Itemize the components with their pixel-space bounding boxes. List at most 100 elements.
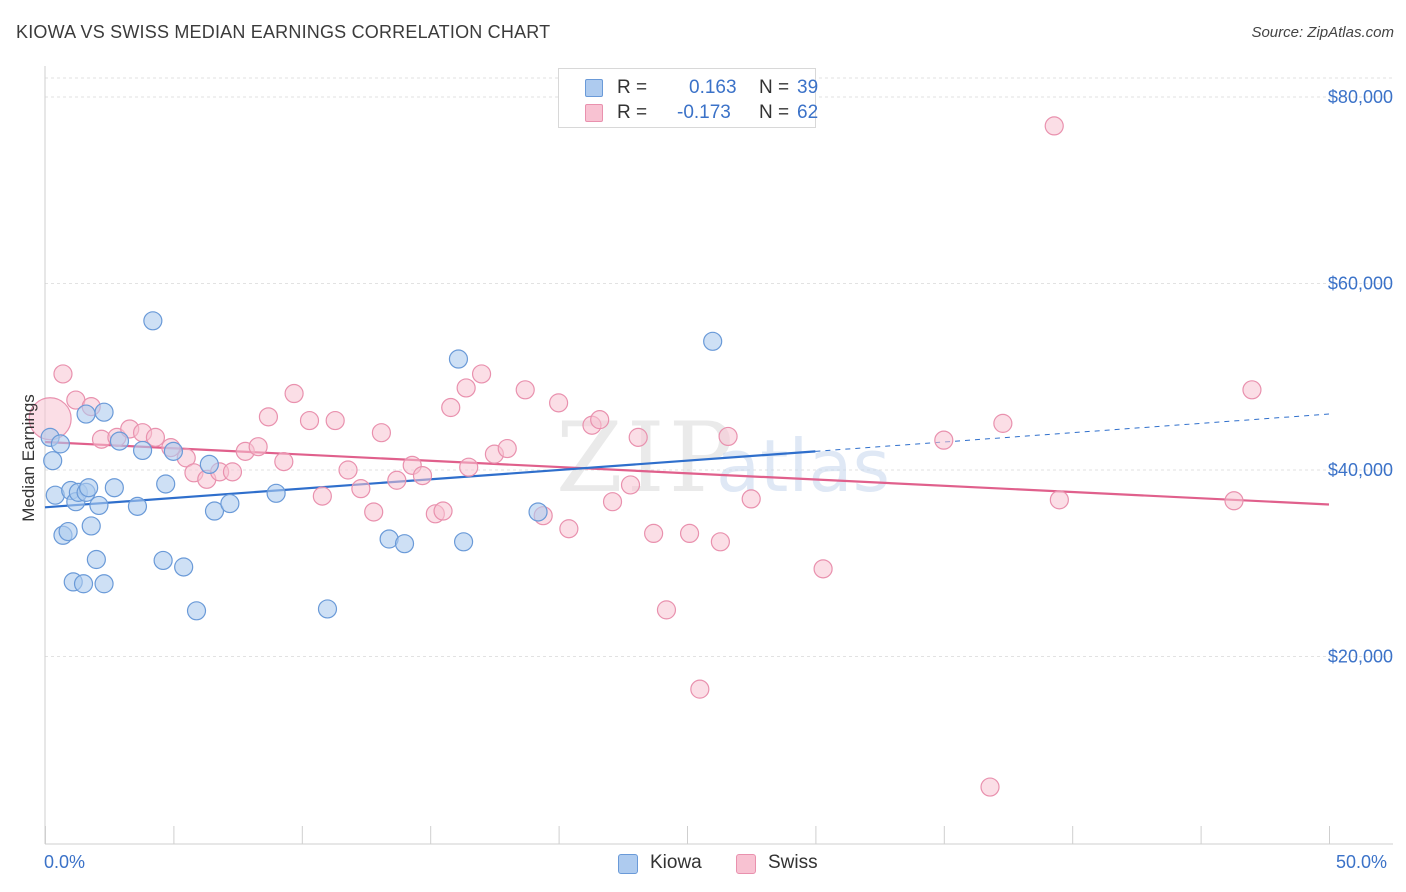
legend-item-kiowa: Kiowa	[618, 852, 718, 876]
swiss-point	[644, 523, 664, 544]
kiowa-point	[43, 451, 63, 471]
kiowa-point	[79, 478, 99, 498]
swiss-point	[497, 438, 517, 459]
y-axis-label: Median Earnings	[19, 394, 38, 522]
kiowa-swatch	[585, 79, 603, 97]
x-tick-label-max: 50.0%	[1336, 852, 1388, 872]
legend-item-swiss: Swiss	[736, 852, 836, 876]
swiss-point	[433, 501, 453, 521]
swiss-point	[980, 777, 1000, 797]
kiowa-point	[174, 557, 194, 577]
swiss-point	[718, 426, 738, 447]
kiowa-point	[94, 402, 114, 422]
swiss-point	[1242, 380, 1262, 400]
kiowa-point	[94, 574, 114, 594]
kiowa-point	[127, 496, 148, 516]
swiss-point	[656, 600, 677, 620]
kiowa-legend-swatch	[618, 854, 638, 874]
swiss-point	[53, 364, 73, 384]
kiowa-point	[199, 454, 219, 475]
swiss-point	[222, 462, 243, 482]
chart-title: KIOWA VS SWISS MEDIAN EARNINGS CORRELATI…	[16, 22, 551, 42]
kiowa-point	[86, 549, 106, 570]
swiss-legend-label: Swiss	[768, 852, 818, 873]
kiowa-n-label: N =	[759, 77, 790, 98]
kiowa-point	[448, 349, 469, 369]
swiss-point	[338, 460, 358, 480]
swiss-point	[299, 410, 320, 431]
swiss-point	[284, 383, 304, 404]
y-tick-labels: $20,000 $40,000 $60,000 $80,000	[1328, 87, 1393, 667]
kiowa-point	[266, 483, 286, 503]
y-tick-label: $80,000	[1328, 87, 1393, 107]
kiowa-point	[528, 502, 548, 522]
correlation-legend: R = 0.163 N = 39 R = -0.173 N = 62	[558, 68, 819, 128]
swiss-point	[1049, 490, 1069, 510]
swiss-point	[559, 519, 579, 539]
swiss-r-value: -0.173	[677, 102, 731, 123]
kiowa-r-value: 0.163	[689, 77, 737, 98]
kiowa-point	[109, 431, 130, 451]
swiss-point	[351, 479, 371, 499]
swiss-point	[258, 407, 279, 427]
swiss-point	[690, 679, 710, 699]
swiss-point	[741, 489, 761, 509]
kiowa-point	[132, 440, 153, 461]
kiowa-point	[156, 474, 176, 494]
swiss-point	[412, 465, 433, 486]
swiss-point	[312, 486, 332, 506]
swiss-point	[371, 423, 392, 443]
kiowa-point	[50, 434, 71, 454]
y-tick-label: $60,000	[1328, 274, 1393, 294]
kiowa-point	[81, 516, 101, 536]
swiss-n-value: 62	[797, 102, 819, 123]
kiowa-point	[163, 441, 183, 461]
kiowa-point	[317, 599, 338, 619]
swiss-point	[459, 457, 479, 477]
swiss-point	[441, 397, 461, 418]
kiowa-points	[40, 311, 723, 621]
y-tick-label: $20,000	[1328, 647, 1393, 667]
swiss-point	[364, 502, 384, 522]
swiss-point	[248, 437, 268, 457]
kiowa-point	[143, 311, 163, 331]
swiss-point	[515, 380, 535, 400]
swiss-point	[1224, 491, 1244, 511]
kiowa-point	[703, 331, 723, 351]
swiss-point	[471, 364, 492, 384]
swiss-point	[456, 378, 476, 398]
swiss-points	[28, 116, 1262, 797]
swiss-legend-swatch	[736, 854, 756, 874]
kiowa-point	[453, 532, 474, 552]
kiowa-point	[89, 495, 109, 516]
kiowa-point	[73, 574, 94, 594]
swiss-point	[710, 532, 730, 552]
kiowa-point	[220, 493, 240, 514]
kiowa-point	[204, 501, 225, 521]
swiss-point	[679, 523, 700, 544]
swiss-point	[620, 475, 641, 495]
swiss-point	[813, 559, 833, 579]
kiowa-point	[58, 521, 78, 542]
kiowa-trend-extension	[815, 413, 1330, 452]
swiss-point	[602, 492, 623, 512]
x-tick-label-min: 0.0%	[44, 852, 86, 872]
swiss-n-label: N =	[759, 102, 790, 123]
gridlines	[45, 77, 1393, 657]
swiss-point	[325, 410, 345, 431]
kiowa-n-value: 39	[797, 77, 819, 98]
swiss-point	[387, 470, 407, 490]
swiss-point	[590, 410, 610, 430]
kiowa-point	[76, 404, 96, 424]
kiowa-point	[153, 550, 173, 571]
swiss-point	[993, 413, 1013, 433]
swiss-point	[1044, 116, 1064, 136]
swiss-point	[274, 452, 294, 472]
swiss-point	[628, 427, 648, 447]
kiowa-point	[186, 601, 207, 621]
watermark-atlas: atlas	[716, 424, 890, 508]
kiowa-point	[394, 534, 415, 554]
swiss-point	[145, 427, 166, 447]
swiss-point	[934, 430, 954, 450]
